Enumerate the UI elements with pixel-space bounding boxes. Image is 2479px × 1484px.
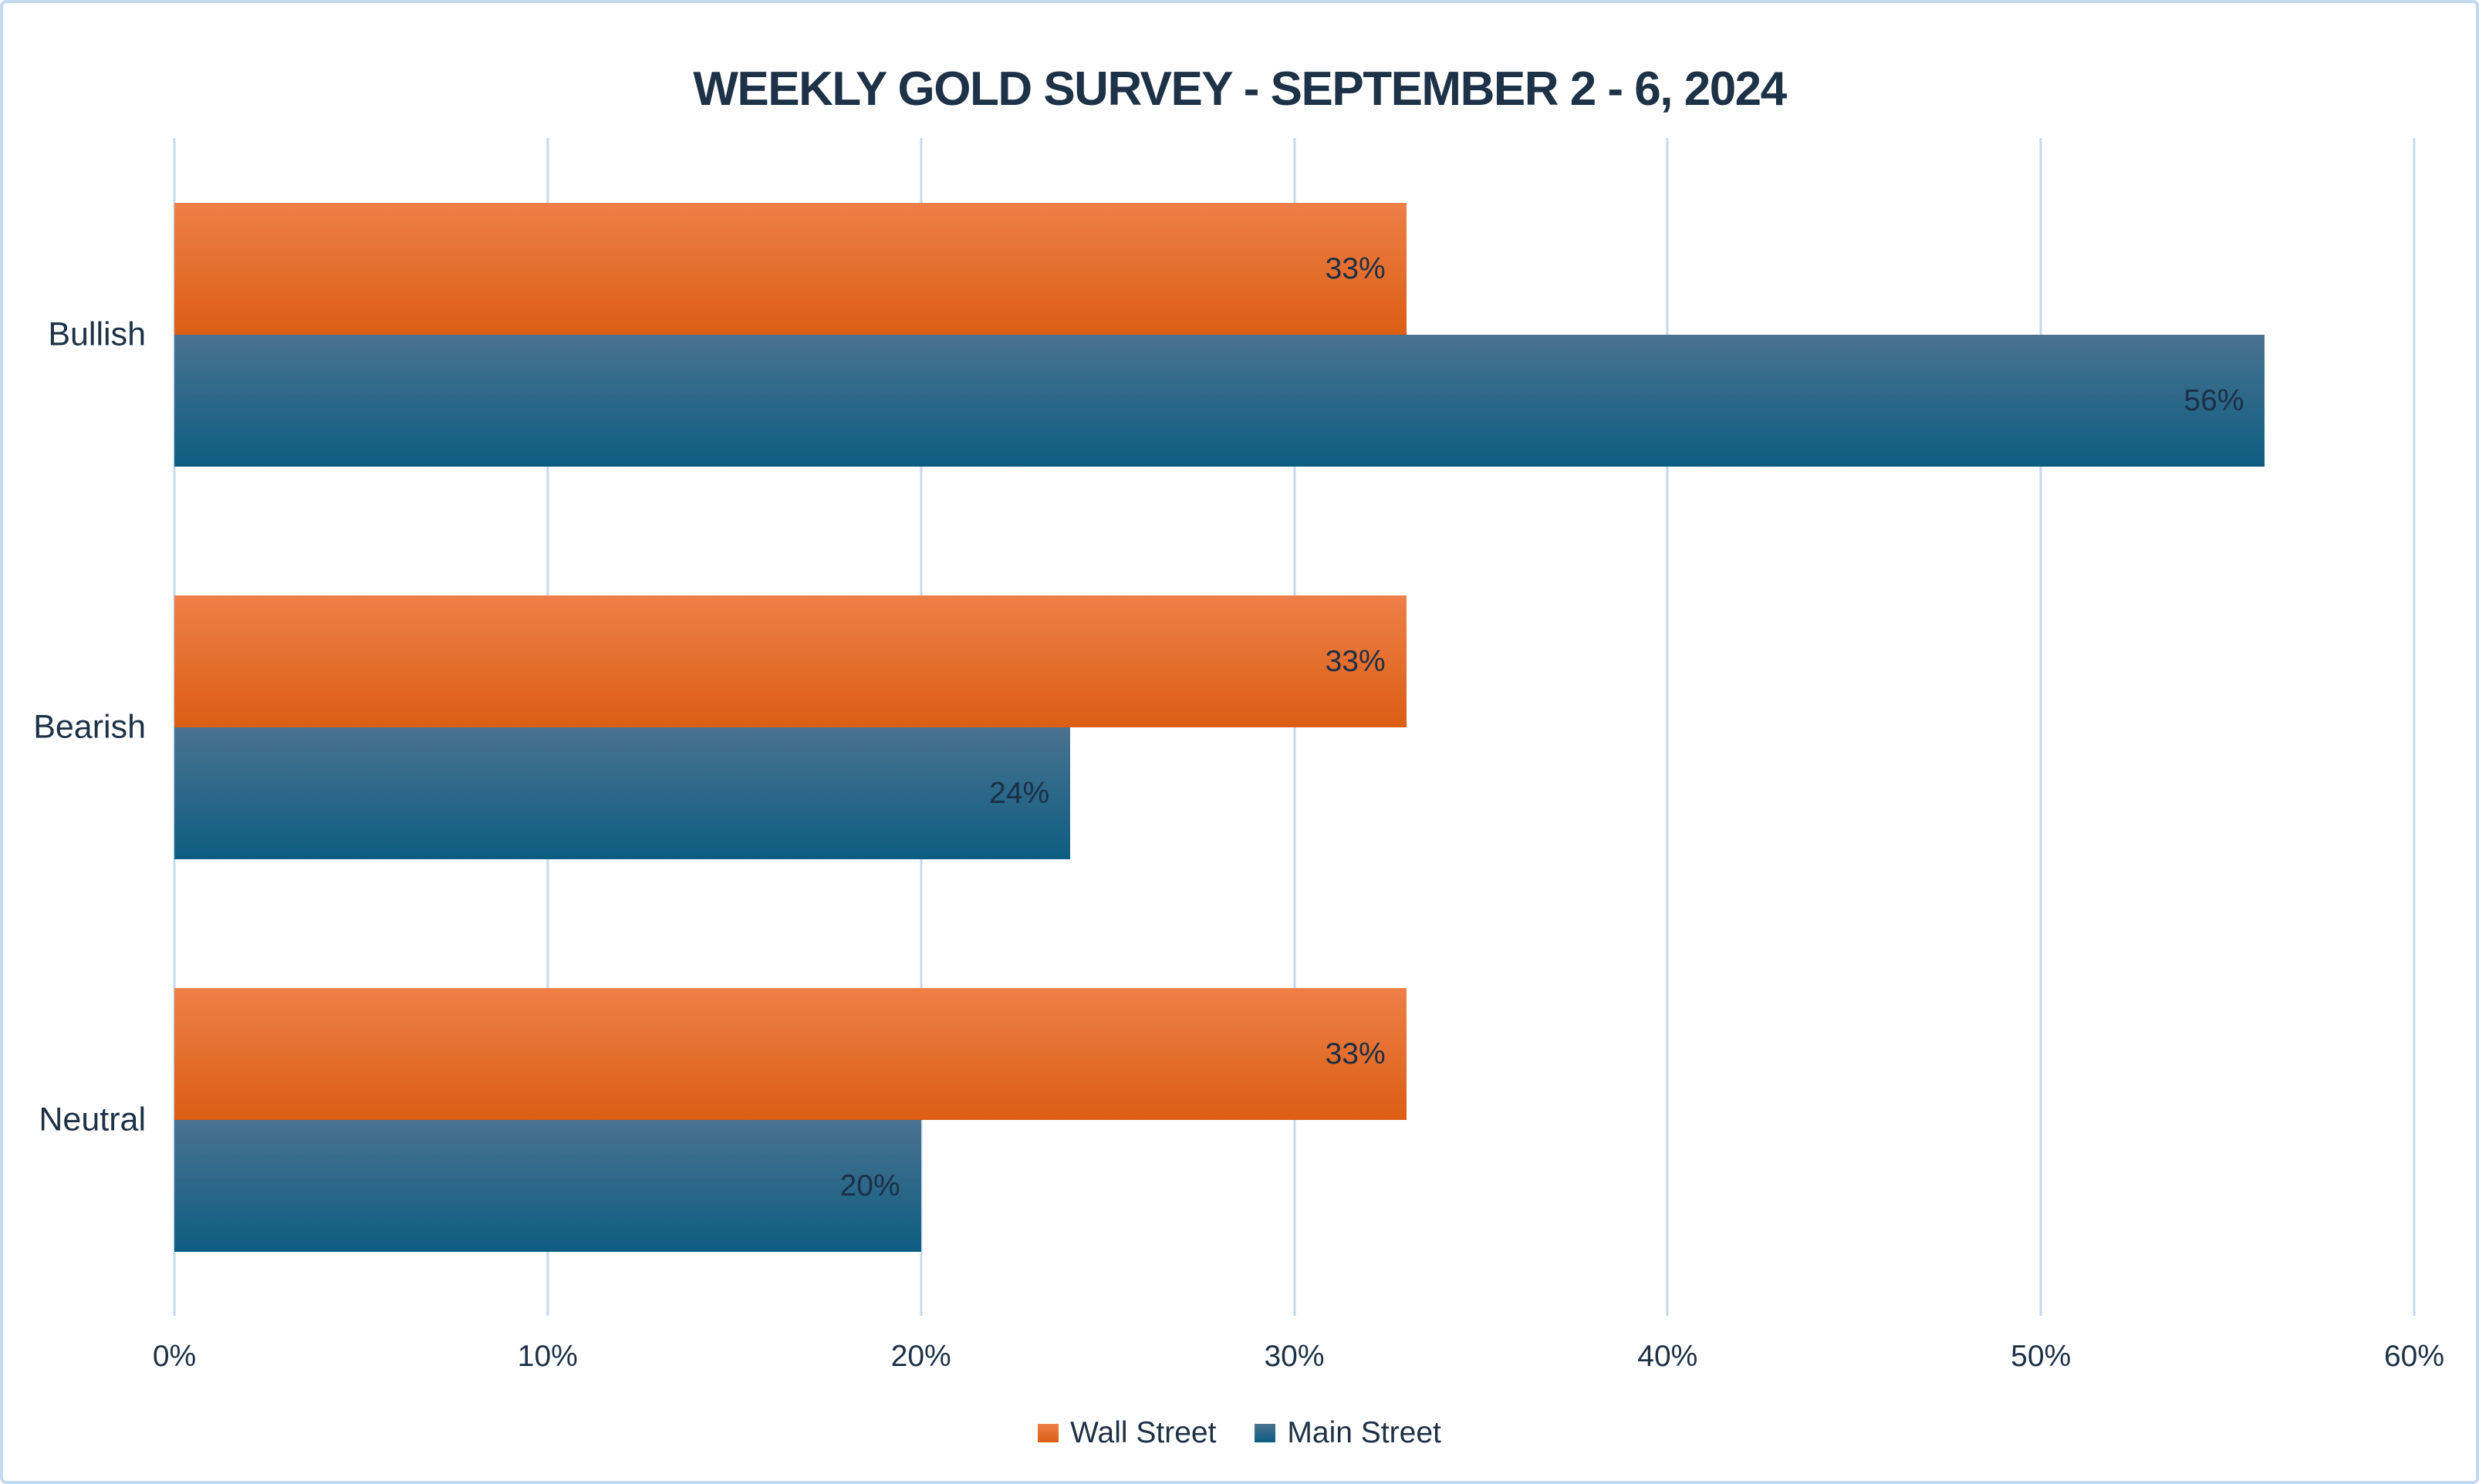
chart-title: WEEKLY GOLD SURVEY - SEPTEMBER 2 - 6, 20… [693, 62, 1787, 116]
bar-wall-street-bearish: 33% [174, 595, 1407, 727]
bar-wall-street-bullish: 33% [174, 203, 1407, 335]
bar-main-street-bearish: 24% [174, 727, 1071, 859]
x-tick-label-60%: 60% [2383, 1340, 2445, 1373]
legend-item-main-street: Main Street [1255, 1416, 1441, 1450]
x-tick-label-50%: 50% [2011, 1340, 2072, 1373]
legend-label: Main Street [1287, 1416, 1441, 1449]
bar-value-label: 33% [1325, 1037, 1386, 1071]
gridline-50% [2039, 138, 2042, 1316]
x-tick-label-0%: 0% [152, 1340, 197, 1373]
bar-value-label: 20% [839, 1169, 900, 1202]
x-tick-label-20%: 20% [890, 1340, 951, 1373]
x-tick-label-10%: 10% [517, 1340, 578, 1373]
gridline-60% [2413, 138, 2416, 1316]
bar-value-label: 24% [989, 777, 1050, 810]
x-tick-label-30%: 30% [1264, 1340, 1325, 1373]
category-label-neutral: Neutral [39, 1101, 146, 1138]
legend: Wall Street Main Street [3, 1411, 2476, 1455]
bar-value-label: 33% [1325, 252, 1386, 285]
bar-value-label: 56% [2183, 384, 2244, 417]
x-tick-label-40%: 40% [1637, 1340, 1698, 1373]
legend-swatch-icon [1038, 1424, 1059, 1442]
plot-area: 33% 56% 33% 24% 33% 20% [173, 138, 2416, 1316]
bar-main-street-bullish: 56% [174, 335, 2265, 467]
bar-main-street-neutral: 20% [174, 1120, 921, 1252]
gridline-40% [1666, 138, 1669, 1316]
y-axis-category-labels: Bullish Bearish Neutral [3, 138, 146, 1316]
bar-value-label: 33% [1325, 645, 1386, 678]
legend-item-wall-street: Wall Street [1038, 1416, 1216, 1450]
bar-wall-street-neutral: 33% [174, 988, 1407, 1120]
x-axis-tick-labels: 0% 10% 20% 30% 40% 50% 60% [153, 1340, 2444, 1386]
category-label-bullish: Bullish [48, 315, 146, 353]
legend-swatch-icon [1255, 1424, 1276, 1442]
legend-label: Wall Street [1070, 1416, 1217, 1449]
category-label-bearish: Bearish [33, 708, 146, 746]
